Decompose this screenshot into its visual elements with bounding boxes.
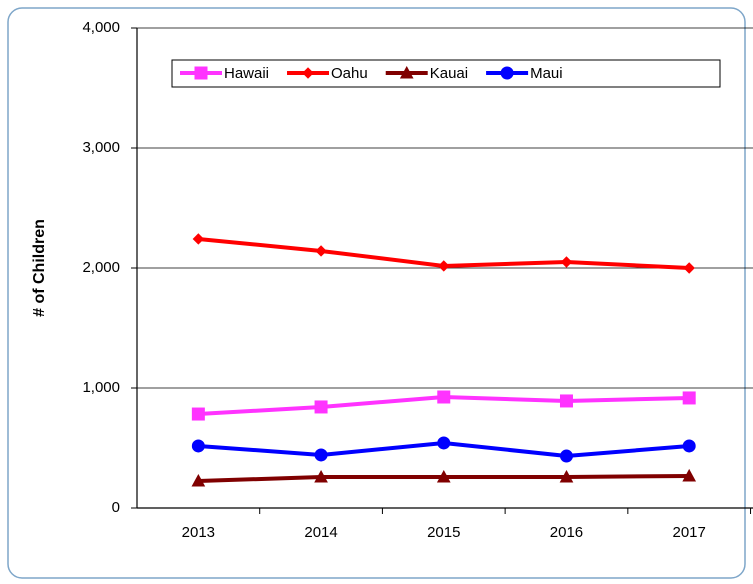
marker	[682, 391, 696, 405]
x-tick-label: 2017	[673, 524, 706, 541]
legend-label: Oahu	[331, 65, 368, 82]
marker	[315, 245, 327, 257]
marker	[559, 449, 573, 463]
y-axis-title: # of Children	[31, 219, 48, 317]
marker	[314, 448, 328, 462]
marker	[559, 469, 574, 483]
marker	[559, 394, 573, 408]
legend: Hawaii Oahu Kauai Maui	[171, 59, 721, 88]
y-tick-label: 1,000	[82, 379, 120, 396]
marker	[682, 439, 696, 453]
chart-frame	[7, 7, 746, 579]
marker	[438, 260, 450, 272]
marker	[436, 469, 451, 483]
y-tick-label: 0	[112, 499, 120, 516]
x-tick-label: 2015	[427, 524, 460, 541]
legend-label: Maui	[530, 65, 563, 82]
marker	[682, 468, 697, 482]
marker	[314, 400, 328, 414]
x-tick-label: 2014	[304, 524, 337, 541]
marker	[191, 407, 205, 421]
marker	[500, 66, 514, 80]
marker	[192, 233, 205, 245]
marker	[437, 390, 451, 404]
legend-label: Hawaii	[224, 65, 269, 82]
legend-label: Kauai	[430, 65, 468, 82]
y-tick-label: 2,000	[82, 259, 120, 276]
x-tick-label: 2016	[550, 524, 583, 541]
marker	[560, 256, 573, 268]
legend-box	[171, 59, 721, 88]
marker	[683, 262, 695, 274]
y-tick-label: 4,000	[82, 19, 120, 36]
marker	[399, 65, 414, 79]
marker	[194, 66, 208, 80]
x-tick-label: 2013	[182, 524, 215, 541]
marker	[314, 469, 328, 483]
marker	[437, 436, 451, 450]
y-tick-label: 3,000	[82, 139, 120, 156]
marker	[191, 473, 206, 487]
marker	[191, 439, 205, 453]
marker	[302, 67, 314, 79]
